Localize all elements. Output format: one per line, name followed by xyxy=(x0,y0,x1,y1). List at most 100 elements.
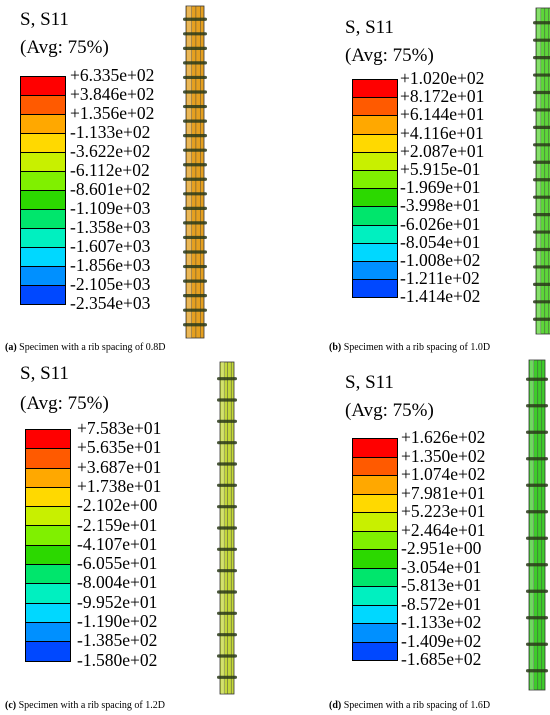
legend-value-label: +6.144e+01 xyxy=(400,104,485,125)
legend-value-label: +6.335e+02 xyxy=(70,65,155,85)
rebar-rib xyxy=(526,430,548,434)
legend-color-cell xyxy=(26,603,70,623)
rebar-rib xyxy=(526,589,548,593)
legend-value-label: -1.008e+02 xyxy=(400,250,481,270)
legend-color-cell xyxy=(353,98,397,117)
legend-value-label: +1.356e+02 xyxy=(70,103,155,123)
legend-value-label: +8.172e+01 xyxy=(400,86,485,107)
rebar-specimen-d xyxy=(526,359,548,691)
legend-color-cell xyxy=(353,550,397,569)
legend-value-label: -1.607e+03 xyxy=(70,236,151,256)
legend-color-cell xyxy=(21,134,65,153)
legend-value-label: -1.358e+03 xyxy=(70,217,151,237)
legend-title: S, S11 xyxy=(20,9,69,30)
legend-value-label: +1.626e+02 xyxy=(401,427,486,447)
legend-color-cell xyxy=(353,605,397,624)
legend-value-label: +4.116e+01 xyxy=(400,122,484,143)
legend-title: S, S11 xyxy=(345,372,394,393)
legend-color-cell xyxy=(26,468,70,488)
legend-value-label: +3.846e+02 xyxy=(70,84,155,104)
legend-color-cell xyxy=(353,457,397,476)
rebar-rib xyxy=(533,38,550,42)
caption-tag: (b) xyxy=(329,342,342,353)
rebar-specimen-a xyxy=(183,5,207,339)
legend-color-cell xyxy=(353,225,397,244)
rebar-rib xyxy=(183,264,207,269)
rebar-rib xyxy=(183,46,207,50)
rebar-rib xyxy=(183,323,207,327)
caption-text: Specimen with a rib spacing of 1.6D xyxy=(341,700,491,711)
rebar-rib xyxy=(217,590,237,594)
panel-d: S, S11 (Avg: 75%) +1.626e+02 +1.350e+02 +1… xyxy=(275,358,550,715)
rebar-rib xyxy=(526,536,548,540)
rebar-rib xyxy=(217,675,237,679)
legend-value-label: +5.223e+01 xyxy=(401,501,486,521)
legend-color-cell xyxy=(21,286,65,305)
rebar-rib xyxy=(183,250,207,254)
rebar-body xyxy=(535,7,550,335)
legend-value-label: -1.409e+02 xyxy=(401,630,482,651)
rebar-rib xyxy=(526,616,548,620)
rebar-rib xyxy=(533,213,550,217)
legend-value-label: -6.055e+01 xyxy=(77,553,158,574)
legend-value-label: -1.190e+02 xyxy=(77,611,158,631)
legend-value-label: -2.105e+03 xyxy=(70,274,151,294)
rebar-rib xyxy=(183,32,207,36)
legend-value-label: -3.998e+01 xyxy=(400,195,481,216)
rebar-rib xyxy=(183,104,207,109)
legend-value-label: -8.572e+01 xyxy=(401,593,482,614)
legend-value-label: -1.133e+02 xyxy=(401,612,482,632)
figure-caption-c: (c) Specimen with a rib spacing of 1.2D xyxy=(5,700,165,712)
legend-value-label: +3.687e+01 xyxy=(77,456,162,477)
legend-avg-note: (Avg: 75%) xyxy=(20,393,109,414)
legend-color-cell xyxy=(26,449,70,469)
panel-c: S, S11 (Avg: 75%) +7.583e+01 +5.635e+01 +3… xyxy=(0,358,275,715)
figure-caption-d: (d) Specimen with a rib spacing of 1.6D xyxy=(329,700,490,712)
rebar-rib xyxy=(533,282,550,286)
legend-color-cell xyxy=(26,487,70,508)
rebar-rib xyxy=(533,73,550,77)
rebar-rib xyxy=(533,265,550,269)
rebar-rib xyxy=(526,669,548,673)
legend-color-cell xyxy=(26,430,70,450)
legend-color-cell xyxy=(353,494,397,513)
rebar-highlight xyxy=(537,8,541,334)
legend-value-label: +1.020e+02 xyxy=(400,68,485,88)
legend-color-cell xyxy=(353,476,397,495)
legend-color-cell xyxy=(353,624,397,643)
legend-color-cell xyxy=(353,243,397,262)
rebar-rib xyxy=(217,505,237,509)
rebar-rib xyxy=(183,148,207,152)
rebar-rib xyxy=(217,419,237,423)
legend-value-label: +2.087e+01 xyxy=(400,140,485,161)
rebar-rib xyxy=(183,308,207,312)
legend-value-label: +5.635e+01 xyxy=(77,437,162,458)
legend-color-cell xyxy=(353,116,397,135)
rebar-rib xyxy=(533,195,550,199)
legend-value-label: -3.622e+02 xyxy=(70,141,151,161)
panel-b: S, S11 (Avg: 75%) +1.020e+02 +8.172e+01 +6… xyxy=(275,0,550,357)
rebar-rib xyxy=(183,279,207,283)
figure-caption-b: (b) Specimen with a rib spacing of 1.0D xyxy=(329,342,490,354)
panel-a: S, S11 (Avg: 75%) +6.335e+02 +3.846e+02 +1… xyxy=(0,0,275,357)
rebar-rib xyxy=(183,134,207,138)
legend-color-cell xyxy=(26,526,70,546)
legend-color-cell xyxy=(26,584,70,604)
legend-avg-note: (Avg: 75%) xyxy=(345,400,434,421)
legend-value-label: -9.952e+01 xyxy=(77,591,158,612)
legend-value-label: -2.354e+03 xyxy=(70,293,151,313)
rebar-rib xyxy=(533,21,550,25)
rebar-rib xyxy=(533,56,550,60)
rebar-rib xyxy=(183,90,207,94)
rebar-rib xyxy=(526,377,548,381)
legend-color-cell xyxy=(26,507,70,527)
rebar-rib xyxy=(183,206,207,210)
rebar-highlight xyxy=(530,360,534,690)
rebar-rib xyxy=(533,317,550,321)
legend-color-cell xyxy=(21,267,65,286)
legend-color-cell xyxy=(353,587,397,606)
rebar-rib xyxy=(533,125,550,129)
legend-color-cell xyxy=(353,207,397,226)
legend-value-label: -1.211e+02 xyxy=(400,268,480,289)
legend-value-label: +7.981e+01 xyxy=(401,482,486,503)
